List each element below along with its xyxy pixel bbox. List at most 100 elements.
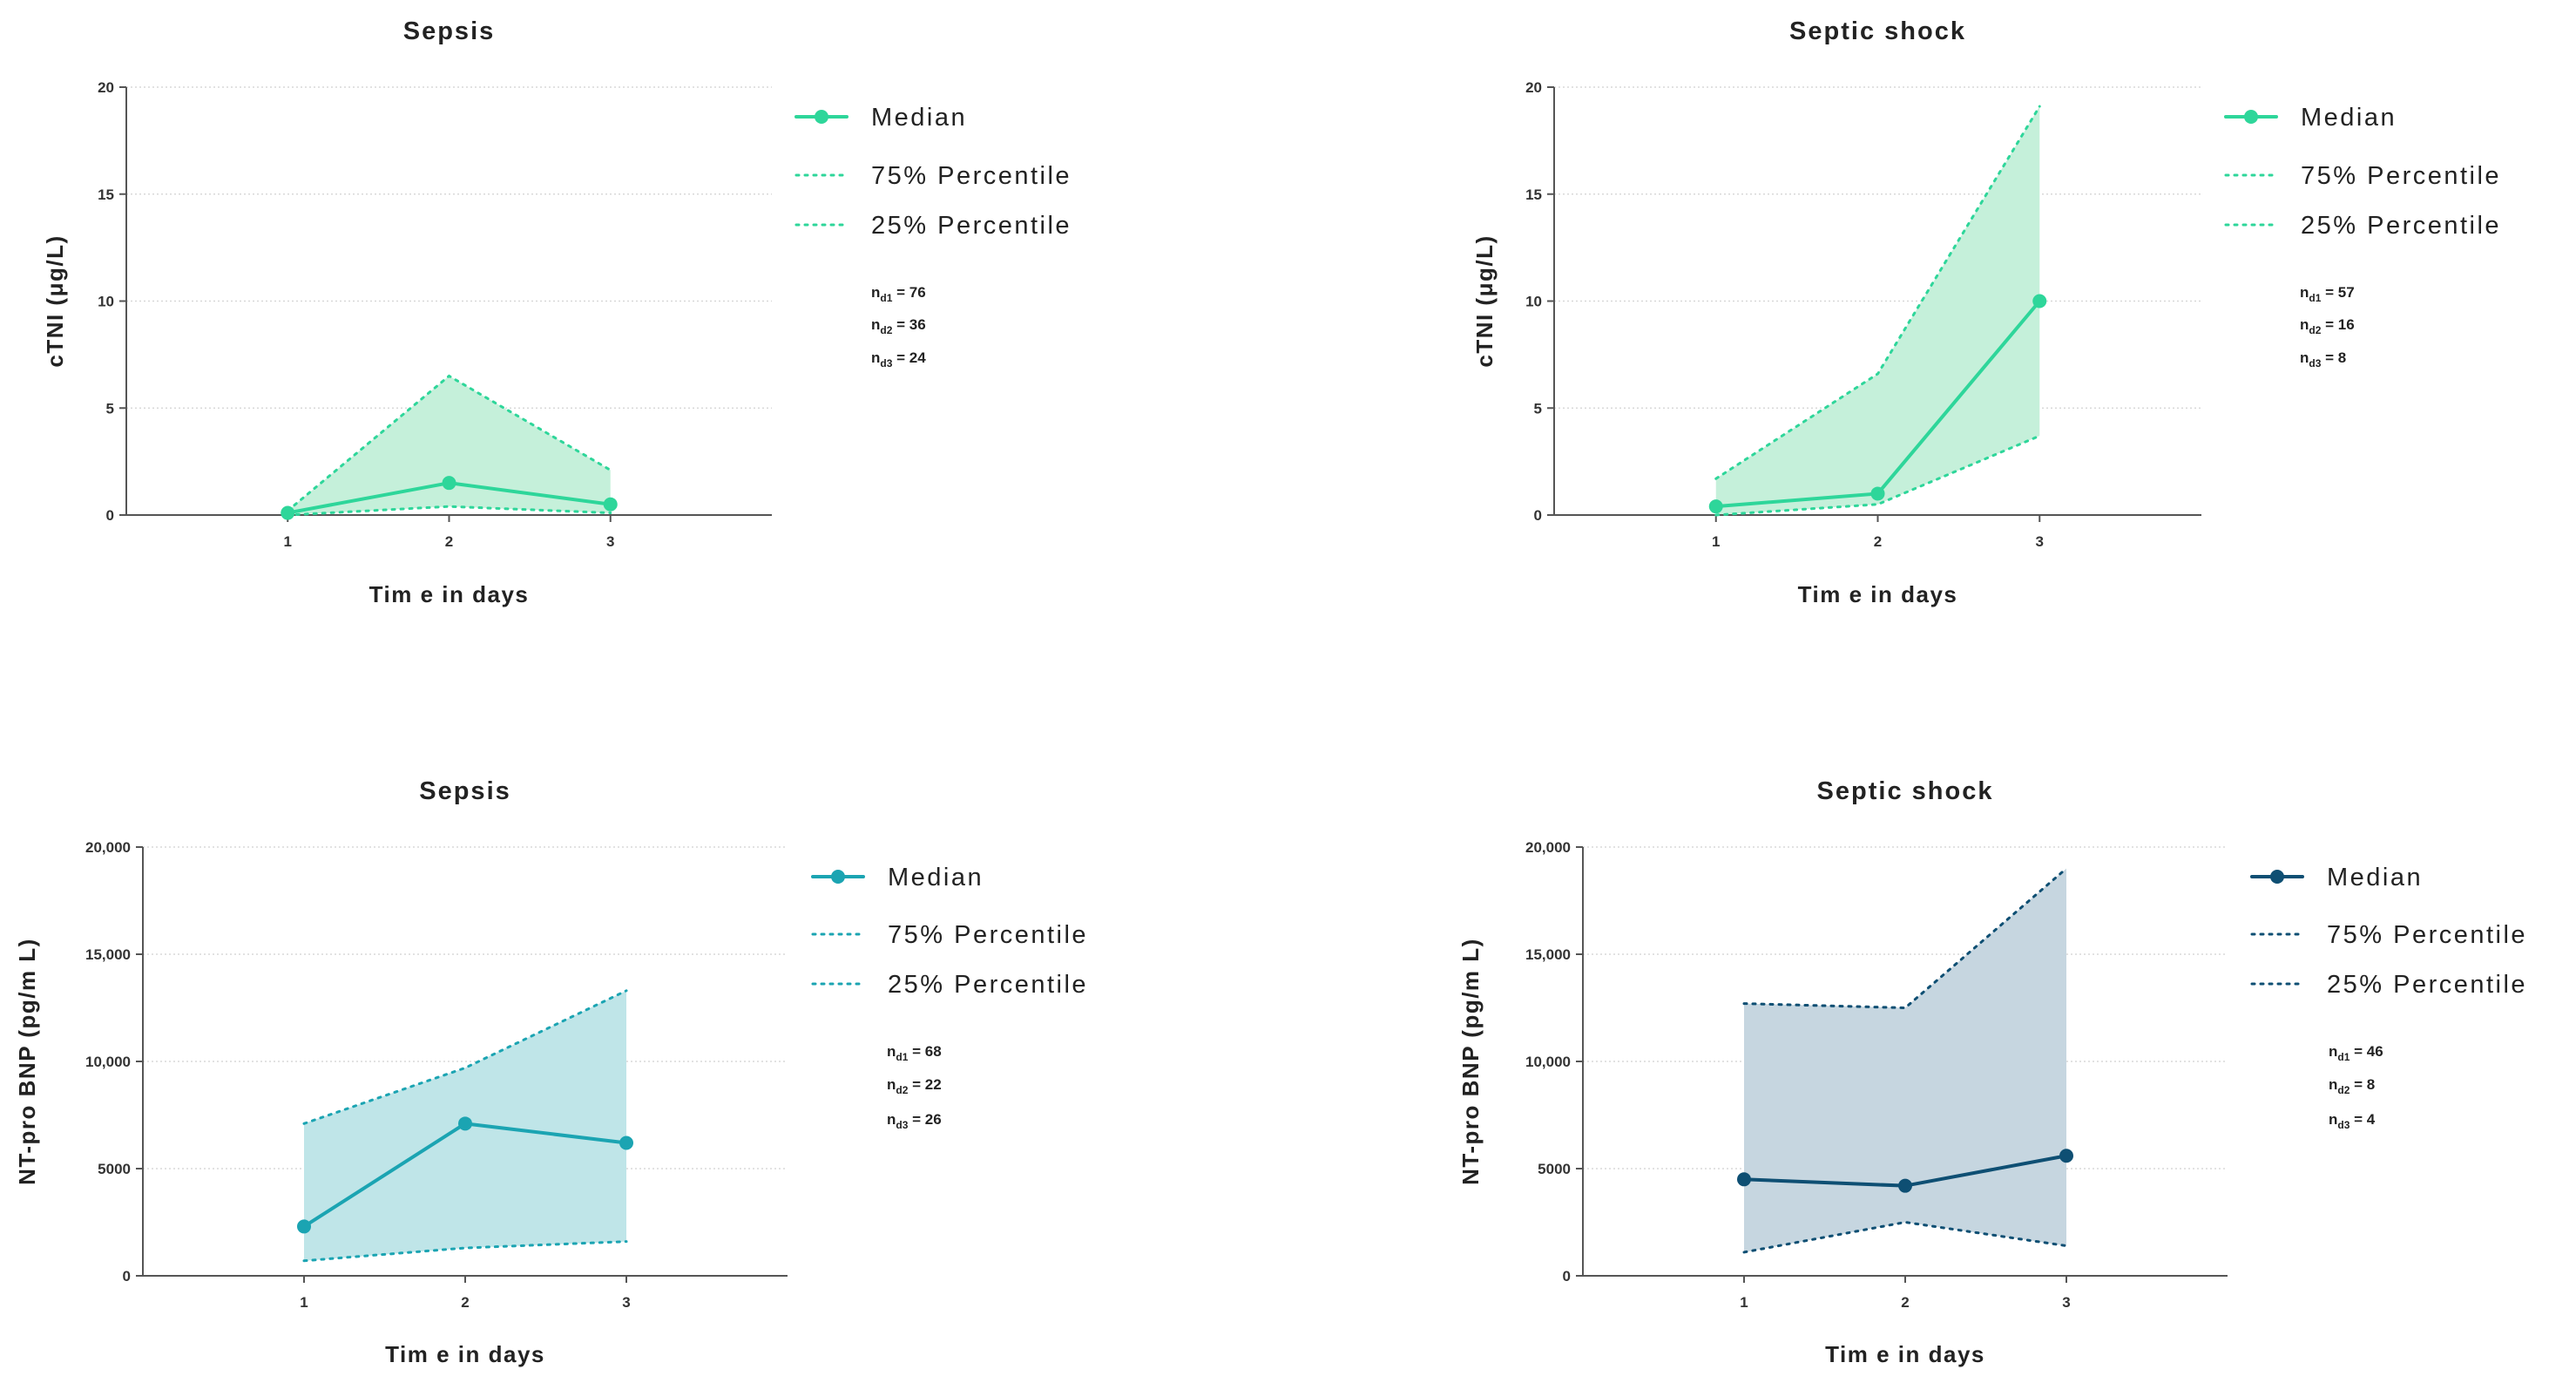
sample-size-label: nd2 = 16	[2300, 316, 2355, 336]
sample-size-value: = 22	[908, 1076, 941, 1093]
sample-size-base: n	[2329, 1076, 2337, 1093]
sample-size-base: n	[887, 1111, 896, 1128]
legend-label: 75% Percentile	[2327, 921, 2527, 949]
legend-label: Median	[2327, 864, 2423, 891]
y-tick-label: 20	[98, 79, 114, 96]
chart-title: Sepsis	[403, 17, 496, 45]
sample-size-base: n	[887, 1043, 896, 1060]
median-point	[1870, 486, 1885, 501]
sample-size-base: n	[2300, 349, 2309, 366]
y-tick-label: 0	[106, 507, 114, 524]
x-tick-label: 3	[2036, 533, 2044, 550]
legend: Median 75% Percentile 25% Percentile	[811, 864, 1088, 999]
y-tick-label: 5	[106, 400, 114, 417]
x-tick-label: 2	[445, 533, 453, 550]
sample-size-value: = 57	[2321, 284, 2354, 301]
legend-marker	[815, 110, 828, 124]
sample-size-subscript: d1	[2309, 292, 2321, 304]
iqr-band	[1744, 868, 2066, 1252]
sample-size-base: n	[887, 1076, 896, 1093]
series-line-p75-line	[1714, 105, 2041, 480]
median-point	[1898, 1178, 1912, 1193]
median-point	[1708, 499, 1723, 514]
series-line-p25-line	[286, 505, 612, 517]
sample-size-subscript: d2	[896, 1084, 908, 1096]
y-tick-label: 20,000	[85, 839, 131, 856]
legend: Median 75% Percentile 25% Percentile	[2224, 104, 2499, 240]
y-tick-label: 15	[98, 186, 114, 203]
sample-size-label: nd1 = 76	[871, 284, 926, 304]
x-tick-label: 3	[622, 1294, 630, 1311]
y-tick-label: 0	[1563, 1268, 1571, 1285]
x-tick-label: 2	[1901, 1294, 1909, 1311]
x-tick-label: 3	[606, 533, 614, 550]
y-tick-label: 5	[1534, 400, 1542, 417]
chart-title: Septic shock	[1789, 17, 1966, 45]
median-point	[281, 505, 295, 520]
sample-size-subscript: d2	[2337, 1084, 2350, 1096]
sample-size-base: n	[871, 349, 880, 366]
sample-size-base: n	[2329, 1043, 2337, 1060]
legend: Median 75% Percentile 25% Percentile	[2250, 864, 2527, 999]
y-tick-label: 10,000	[1525, 1054, 1571, 1070]
chart-panel-p3: Sepsis 0 5000 10,000 15,000 20,000 1 2 3 Tim e in…	[14, 777, 1088, 1367]
sample-size-label: nd3 = 8	[2300, 349, 2346, 369]
legend-label: 25% Percentile	[871, 212, 1072, 240]
median-point	[297, 1219, 311, 1234]
sample-size-subscript: d3	[880, 357, 892, 369]
sample-size-label: nd3 = 26	[887, 1111, 942, 1131]
x-axis-title: Tim e in days	[369, 581, 530, 607]
y-axis-title: NT-pro BNP (pg/m L)	[1457, 938, 1484, 1185]
sample-size-subscript: d2	[880, 324, 892, 336]
x-tick-label: 1	[1712, 533, 1720, 550]
series-line-p75-line	[1742, 867, 2068, 1010]
median-point	[1737, 1172, 1751, 1187]
legend-label: 75% Percentile	[871, 162, 1072, 190]
sample-size-label: nd1 = 68	[887, 1043, 942, 1063]
sample-size-subscript: d2	[2309, 324, 2321, 336]
sample-size-value: = 8	[2321, 349, 2346, 366]
y-axis-title: NT-pro BNP (pg/m L)	[14, 938, 40, 1185]
x-tick-label: 1	[300, 1294, 308, 1311]
sample-size-label: nd3 = 4	[2329, 1111, 2376, 1131]
y-axis-title: cTNI (μg/L)	[1471, 234, 1498, 367]
sample-size-value: = 24	[892, 349, 926, 366]
x-tick-label: 1	[284, 533, 292, 550]
chart-title: Septic shock	[1817, 777, 1994, 805]
legend-label: 25% Percentile	[888, 971, 1088, 999]
median-point	[2059, 1149, 2073, 1163]
sample-size-value: = 8	[2350, 1076, 2375, 1093]
sample-size-subscript: d3	[2337, 1119, 2350, 1131]
series-line-p25-line	[1714, 434, 2041, 517]
sample-size-label: nd1 = 57	[2300, 284, 2355, 304]
legend-marker	[2244, 110, 2258, 124]
legend-label: Median	[871, 104, 967, 132]
y-tick-label: 0	[123, 1268, 131, 1285]
sample-size-base: n	[2300, 316, 2309, 333]
y-tick-label: 15,000	[1525, 946, 1571, 963]
series-line-p75-line	[286, 374, 612, 512]
legend-label: 25% Percentile	[2327, 971, 2527, 999]
chart-panel-p2: Septic shock 0 5 10 15 20 1 2 3 Tim e in days cTNI…	[1471, 17, 2499, 607]
iqr-band	[1715, 106, 2040, 515]
sample-size-subscript: d1	[896, 1051, 908, 1063]
sample-size-base: n	[2300, 284, 2309, 301]
series-line-p75-line	[302, 989, 628, 1125]
sample-size-value: = 4	[2350, 1111, 2375, 1128]
median-point	[442, 476, 456, 491]
sample-size-label: nd2 = 22	[887, 1076, 942, 1096]
sample-size-value: = 36	[892, 316, 925, 333]
series-line-p25-line	[1742, 1220, 2068, 1254]
median-point	[619, 1136, 633, 1150]
legend-marker	[831, 870, 845, 884]
x-axis-title: Tim e in days	[385, 1341, 545, 1367]
sample-size-subscript: d1	[2337, 1051, 2350, 1063]
sample-size-value: = 46	[2350, 1043, 2383, 1060]
series-line-p25-line	[302, 1240, 628, 1263]
sample-size-base: n	[871, 284, 880, 301]
sample-size-label: nd2 = 36	[871, 316, 926, 336]
x-tick-label: 1	[1740, 1294, 1748, 1311]
x-axis-title: Tim e in days	[1798, 581, 1958, 607]
chart-panel-p1: Sepsis 0 5 10 15 20 1 2 3 Tim e in days cTNI (μg/L…	[42, 17, 1072, 607]
